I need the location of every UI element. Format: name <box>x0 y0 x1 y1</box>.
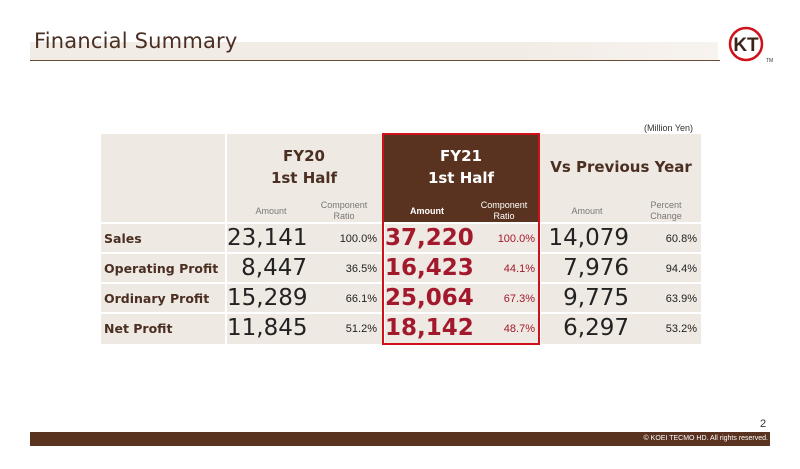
yoy-pct: 63.9% <box>665 293 697 305</box>
fy21-highlight-frame <box>382 133 540 345</box>
fy21-ratio: 48.7% <box>503 323 535 335</box>
fy20-period-line1: FY20 <box>283 147 325 165</box>
yoy-pct: 53.2% <box>665 323 697 335</box>
data-cells-bg <box>227 224 701 344</box>
label-column-bg <box>101 224 225 344</box>
fy21-ratio-label-2: Ratio <box>493 211 515 221</box>
column-separator <box>383 224 385 344</box>
row-separator <box>101 282 701 284</box>
fy21-header-bg <box>383 134 539 224</box>
yoy-amount-label: Amount <box>571 206 603 216</box>
svg-text:TM: TM <box>766 58 773 64</box>
fy21-amount: 16,423 <box>385 255 474 281</box>
fy20-ratio: 66.1% <box>345 293 377 305</box>
fy21-ratio: 100.0% <box>497 233 535 245</box>
koei-tecmo-logo: KT TM <box>722 26 774 66</box>
fy21-amount-label: Amount <box>410 206 444 216</box>
row-separator <box>101 252 701 254</box>
row-separator <box>101 312 701 314</box>
title-bar <box>30 42 718 60</box>
fy21-ratio: 44.1% <box>503 263 535 275</box>
yoy-pct: 94.4% <box>665 263 697 275</box>
fy20-amount: 8,447 <box>241 255 307 281</box>
page-title: Financial Summary <box>34 29 238 53</box>
yoy-amount: 14,079 <box>548 225 629 251</box>
fy21-ratio: 67.3% <box>503 293 535 305</box>
unit-note: (Million Yen) <box>644 123 694 133</box>
fy20-period-line2: 1st Half <box>270 169 338 187</box>
yoy-amount: 6,297 <box>563 315 629 341</box>
title-underline <box>30 60 720 61</box>
fy21-period-line2: 1st Half <box>427 169 495 187</box>
yoy-period-label: Vs Previous Year <box>550 158 692 176</box>
fy20-amount: 11,845 <box>227 315 308 341</box>
svg-text:KT: KT <box>733 35 759 56</box>
row-label-net-profit: Net Profit <box>104 321 173 336</box>
fy20-amount-label: Amount <box>255 206 287 216</box>
fy21-period-line1: FY21 <box>440 147 482 165</box>
footer-bar <box>30 432 770 446</box>
yoy-pct: 60.8% <box>665 233 697 245</box>
fy21-amount: 37,220 <box>385 225 474 251</box>
fy20-amount: 15,289 <box>227 285 308 311</box>
row-separator <box>101 222 701 224</box>
column-separator <box>225 134 227 344</box>
fy20-amount: 23,141 <box>227 225 308 251</box>
copyright-notice: © KOEI TECMO HD. All rights reserved. <box>643 435 768 442</box>
fy21-amount: 25,064 <box>385 285 474 311</box>
yoy-pct-label-1: Percent <box>650 200 682 210</box>
fy20-ratio-label-2: Ratio <box>333 211 355 221</box>
fy21-ratio-label-1: Component <box>480 200 528 210</box>
fy21-amount: 18,142 <box>385 315 474 341</box>
fy20-ratio: 51.2% <box>345 323 377 335</box>
fy20-ratio: 36.5% <box>345 263 377 275</box>
yoy-amount: 9,775 <box>563 285 629 311</box>
financial-summary-table: FY20 1st Half Amount Component Ratio FY2… <box>101 133 701 345</box>
page-number: 2 <box>760 418 767 430</box>
column-separator <box>539 224 541 344</box>
fy20-ratio: 100.0% <box>339 233 377 245</box>
yoy-pct-label-2: Change <box>650 211 682 221</box>
row-label-sales: Sales <box>104 231 142 246</box>
yoy-amount: 7,976 <box>563 255 629 281</box>
row-label-operating-profit: Operating Profit <box>104 261 219 276</box>
fy20-ratio-label-1: Component <box>320 200 368 210</box>
row-label-ordinary-profit: Ordinary Profit <box>104 291 210 306</box>
